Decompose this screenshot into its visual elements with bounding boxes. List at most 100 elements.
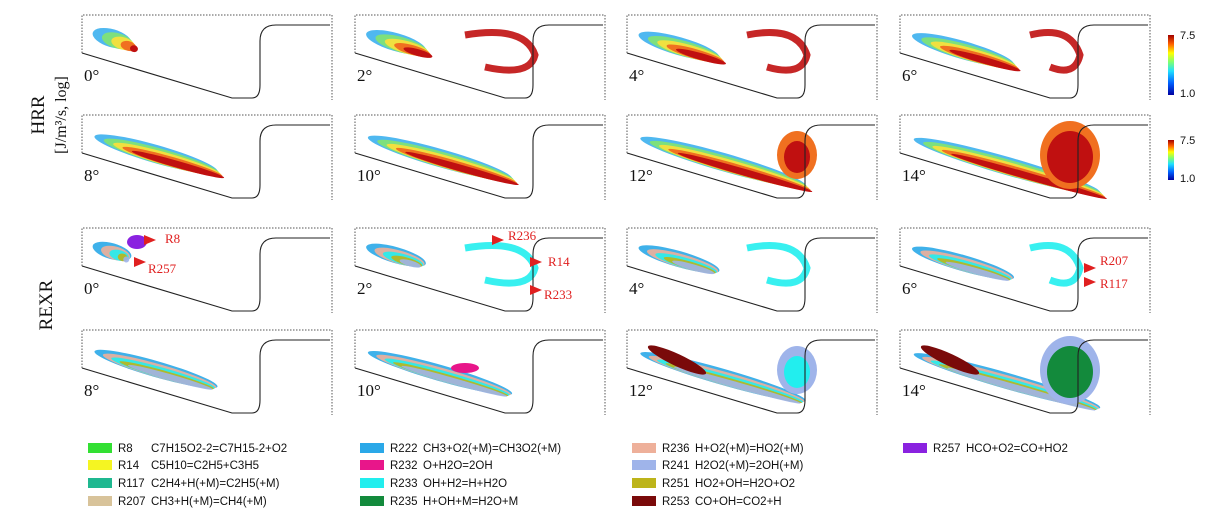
legend-code: R233 bbox=[390, 478, 418, 490]
annotation-marker bbox=[134, 257, 146, 267]
legend-swatch bbox=[632, 478, 656, 488]
blob bbox=[945, 261, 1010, 281]
panels: 0° 2° 4° 6° 8° 10° 12° 14° 0° 2° 4° 6° 8° 10° 12° 14° bbox=[81, 14, 1151, 415]
colorbar-min: 1.0 bbox=[1180, 88, 1195, 100]
chamber-boundary bbox=[899, 329, 1151, 415]
chamber-boundary bbox=[354, 114, 606, 200]
chamber-outline bbox=[354, 237, 603, 312]
blob bbox=[784, 356, 810, 388]
annotation: R207 bbox=[1100, 253, 1129, 268]
blob bbox=[130, 45, 138, 53]
legend-code: R14 bbox=[118, 460, 140, 472]
blob bbox=[1047, 131, 1093, 183]
chamber-boundary bbox=[354, 227, 606, 313]
panel: 6° bbox=[899, 14, 1151, 100]
panel: 2° bbox=[354, 227, 606, 313]
legend-reaction: C2H4+H(+M)=C2H5(+M) bbox=[151, 478, 280, 490]
blob bbox=[127, 235, 147, 249]
annotation-marker bbox=[530, 285, 542, 295]
panel: 12° bbox=[626, 114, 878, 200]
chamber-boundary bbox=[899, 227, 1151, 313]
colorbar-max: 7.5 bbox=[1180, 30, 1195, 42]
panel: 14° bbox=[899, 114, 1151, 200]
blob bbox=[677, 152, 813, 192]
legend-reaction: HCO+O2=CO+HO2 bbox=[966, 443, 1068, 455]
legend-reaction: C7H15O2-2=C7H15-2+O2 bbox=[151, 443, 287, 455]
blob bbox=[949, 49, 1021, 72]
chamber-boundary bbox=[899, 14, 1151, 100]
panel: 14° bbox=[899, 329, 1151, 415]
legend-reaction: H2O2(+M)=2OH(+M) bbox=[695, 460, 803, 472]
chamber-outline bbox=[899, 124, 1148, 199]
legend-swatch bbox=[88, 443, 112, 453]
chamber-boundary bbox=[354, 14, 606, 100]
legend-code: R251 bbox=[662, 478, 690, 490]
annotation: R14 bbox=[548, 254, 570, 269]
blob bbox=[672, 260, 715, 275]
chamber-outline bbox=[81, 339, 330, 414]
blob bbox=[464, 29, 539, 74]
legend-swatch bbox=[360, 496, 384, 506]
panel-label: 10° bbox=[357, 166, 381, 185]
chamber-boundary bbox=[81, 329, 333, 415]
blob bbox=[1047, 346, 1093, 398]
legend-reaction: HO2+OH=H2O+O2 bbox=[695, 478, 795, 490]
blob bbox=[451, 363, 479, 373]
legend-swatch bbox=[360, 443, 384, 453]
panel: 4° bbox=[626, 227, 878, 313]
panel-label: 6° bbox=[902, 66, 917, 85]
chamber-boundary bbox=[899, 114, 1151, 200]
blob bbox=[131, 150, 225, 179]
legend-reaction: H+O2(+M)=HO2(+M) bbox=[695, 443, 804, 455]
panel-label: 8° bbox=[84, 166, 99, 185]
panel-label: 0° bbox=[84, 66, 99, 85]
legend-reaction: CH3+H(+M)=CH4(+M) bbox=[151, 496, 267, 508]
chamber-boundary bbox=[354, 329, 606, 415]
annotation: R257 bbox=[148, 261, 177, 276]
chamber-boundary bbox=[626, 114, 878, 200]
panel-label: 12° bbox=[629, 166, 653, 185]
legend-reaction: CH3+O2(+M)=CH3O2(+M) bbox=[423, 443, 561, 455]
panel-label: 4° bbox=[629, 279, 644, 298]
blob bbox=[673, 366, 801, 404]
chamber-outline bbox=[81, 124, 330, 199]
blob bbox=[784, 141, 810, 173]
chamber-outline bbox=[81, 237, 330, 312]
colorbar bbox=[1168, 140, 1174, 180]
chamber-outline bbox=[626, 237, 875, 312]
hrr-unit: [J/m³/s, log] bbox=[53, 76, 70, 154]
colorbar-min: 1.0 bbox=[1180, 173, 1195, 185]
hrr-title: HRR bbox=[28, 95, 49, 134]
panel-label: 14° bbox=[902, 166, 926, 185]
annotation-marker bbox=[1084, 277, 1096, 287]
legend-code: R236 bbox=[662, 443, 690, 455]
legend-swatch bbox=[632, 460, 656, 470]
blob bbox=[399, 259, 421, 268]
panel: 8° bbox=[81, 114, 333, 200]
panel: 12° bbox=[626, 329, 878, 415]
panel: 4° bbox=[626, 14, 878, 100]
legend-code: R117 bbox=[118, 478, 145, 490]
blob bbox=[1029, 29, 1084, 74]
blob bbox=[746, 29, 811, 74]
legend-code: R232 bbox=[390, 460, 418, 472]
panel: 6° bbox=[899, 227, 1151, 313]
colorbar-max: 7.5 bbox=[1180, 135, 1195, 147]
blob bbox=[403, 47, 433, 58]
panel: 8° bbox=[81, 329, 333, 415]
annotations: R8 R257 R236 R14 R233 R207 R117 bbox=[134, 228, 1129, 302]
annotation: R233 bbox=[544, 287, 572, 302]
panel-label: 2° bbox=[357, 66, 372, 85]
panel-label: 14° bbox=[902, 381, 926, 400]
chamber-outline bbox=[354, 124, 603, 199]
chamber-boundary bbox=[626, 14, 878, 100]
blob bbox=[127, 364, 213, 390]
rexr-label: REXR bbox=[36, 279, 57, 330]
legend-reaction: H+OH+M=H2O+M bbox=[423, 496, 518, 508]
legend-swatch bbox=[88, 460, 112, 470]
blob bbox=[123, 256, 130, 263]
panel-label: 6° bbox=[902, 279, 917, 298]
blob bbox=[746, 242, 811, 287]
chamber-outline bbox=[899, 237, 1148, 312]
annotation-marker bbox=[1084, 263, 1096, 273]
